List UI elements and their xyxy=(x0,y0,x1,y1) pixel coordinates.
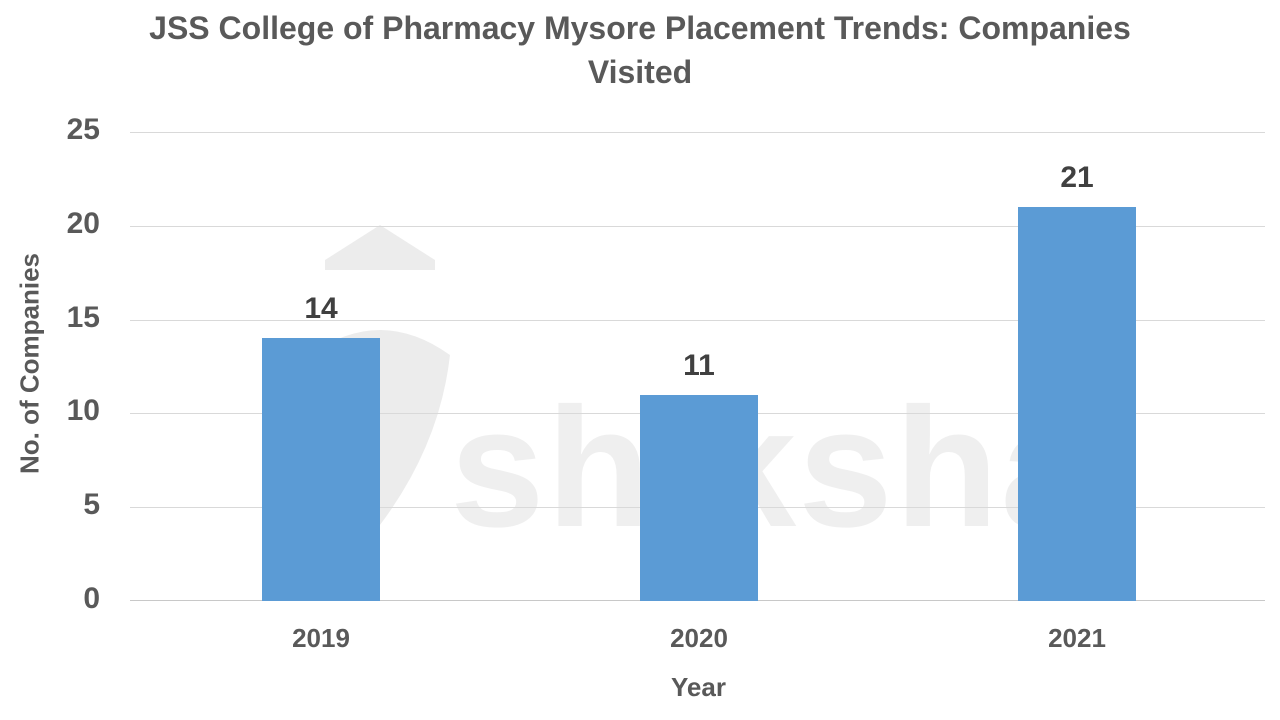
bar-2019 xyxy=(262,338,380,601)
chart-title: JSS College of Pharmacy Mysore Placement… xyxy=(0,6,1280,94)
bar-2020 xyxy=(640,394,758,601)
data-label-2019: 14 xyxy=(304,292,338,326)
y-tick-0: 0 xyxy=(83,582,100,615)
y-tick-10: 10 xyxy=(66,394,100,427)
watermark-text: shiksha xyxy=(450,373,1098,563)
data-label-2020: 11 xyxy=(683,348,715,382)
y-tick-25: 25 xyxy=(66,113,100,146)
bar-2021 xyxy=(1018,207,1136,601)
x-tick-2021: 2021 xyxy=(1048,623,1106,653)
gridline xyxy=(130,132,1265,133)
y-tick-15: 15 xyxy=(66,301,100,334)
data-label-2021: 21 xyxy=(1060,161,1094,195)
x-tick-2019: 2019 xyxy=(292,623,350,653)
chart-title-line-1: JSS College of Pharmacy Mysore Placement… xyxy=(149,10,1131,46)
y-axis-title: No. of Companies xyxy=(14,253,45,475)
x-axis-title: Year xyxy=(671,672,726,702)
gridline xyxy=(130,320,1265,321)
y-tick-20: 20 xyxy=(66,207,100,240)
x-tick-2020: 2020 xyxy=(670,623,728,653)
gridline xyxy=(130,226,1265,227)
chart-title-line-2: Visited xyxy=(587,54,693,90)
y-tick-5: 5 xyxy=(83,488,100,521)
